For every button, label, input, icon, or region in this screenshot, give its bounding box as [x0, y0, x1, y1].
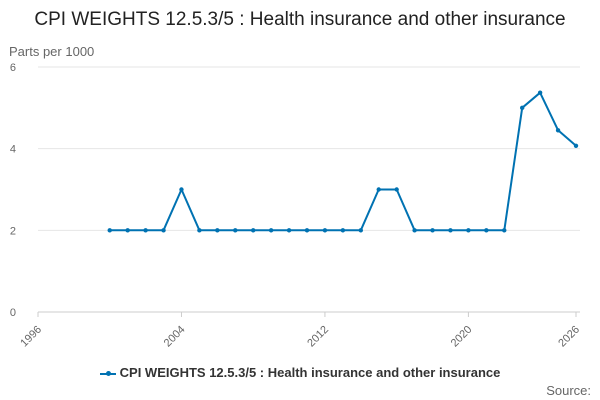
legend[interactable]: CPI WEIGHTS 12.5.3/5 : Health insurance … [0, 365, 600, 381]
x-tick-label: 1996 [18, 324, 44, 350]
data-point[interactable] [143, 228, 148, 233]
x-tick-label: 2004 [162, 324, 188, 350]
y-axis-label: Parts per 1000 [9, 44, 95, 59]
data-point[interactable] [322, 228, 328, 233]
x-tick-label: 2026 [556, 324, 582, 350]
data-point[interactable] [125, 228, 130, 233]
data-point[interactable] [448, 228, 453, 233]
data-point[interactable] [430, 228, 435, 233]
y-tick-label: 2 [10, 225, 16, 237]
source-label: Source: [546, 383, 591, 398]
data-point[interactable] [376, 187, 381, 192]
data-point[interactable] [537, 90, 543, 95]
gridlines [38, 66, 580, 231]
data-point[interactable] [555, 128, 561, 133]
tick-labels: 0 2 4 6 1996 2004 2012 2020 2026 [10, 62, 582, 349]
x-axis [37, 311, 580, 317]
y-tick-label: 0 [10, 307, 16, 319]
data-point[interactable] [197, 228, 202, 233]
data-point[interactable] [520, 105, 525, 111]
data-point[interactable] [161, 228, 166, 233]
data-point[interactable] [394, 187, 399, 192]
legend-entry-label: CPI WEIGHTS 12.5.3/5 : Health insurance … [119, 365, 501, 380]
chart-title: CPI WEIGHTS 12.5.3/5 : Health insurance … [34, 9, 566, 30]
x-tick-label: 2020 [449, 324, 475, 350]
data-point[interactable] [484, 228, 489, 233]
data-point[interactable] [502, 228, 507, 233]
x-tick-label: 2012 [305, 324, 331, 350]
data-point[interactable] [233, 228, 238, 233]
series-line [109, 91, 577, 232]
data-point[interactable] [358, 228, 363, 233]
data-point[interactable] [573, 143, 579, 149]
data-point[interactable] [107, 228, 112, 233]
y-tick-label: 4 [10, 144, 16, 156]
data-point[interactable] [251, 228, 256, 233]
data-point[interactable] [466, 228, 471, 233]
data-point[interactable] [215, 228, 220, 233]
data-point[interactable] [340, 228, 346, 233]
data-point[interactable] [179, 187, 184, 192]
legend-line-marker-icon [99, 367, 116, 381]
data-point[interactable] [412, 228, 417, 233]
data-point[interactable] [304, 228, 310, 233]
data-point[interactable] [286, 228, 292, 233]
series-layer [107, 90, 579, 233]
data-point[interactable] [268, 228, 274, 233]
y-tick-label: 6 [10, 62, 16, 74]
